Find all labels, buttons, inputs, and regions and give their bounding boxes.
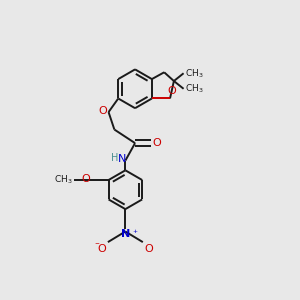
Text: O: O bbox=[144, 244, 153, 254]
Text: O: O bbox=[98, 244, 106, 254]
Text: O: O bbox=[153, 137, 161, 148]
Text: CH$_3$: CH$_3$ bbox=[54, 173, 72, 186]
Text: CH$_3$: CH$_3$ bbox=[185, 67, 204, 80]
Text: N: N bbox=[118, 154, 126, 164]
Text: O: O bbox=[167, 85, 176, 95]
Text: $^-$: $^-$ bbox=[93, 240, 100, 249]
Text: O: O bbox=[81, 174, 90, 184]
Text: H: H bbox=[111, 153, 118, 163]
Text: $^+$: $^+$ bbox=[131, 229, 138, 238]
Text: O: O bbox=[98, 106, 107, 116]
Text: CH$_3$: CH$_3$ bbox=[185, 82, 204, 95]
Text: N: N bbox=[121, 230, 130, 239]
